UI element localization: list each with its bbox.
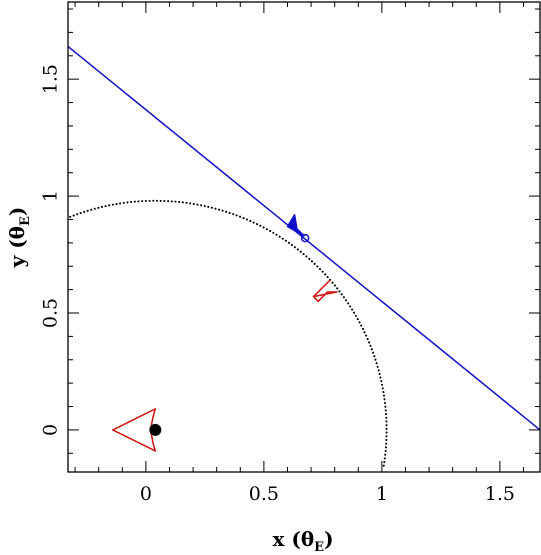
x-tick-label: 1.5 <box>485 483 515 505</box>
caustic-3 <box>286 214 305 237</box>
caustic-1 <box>112 408 157 452</box>
lens-marker <box>149 423 162 436</box>
y-tick-label: 1 <box>40 190 62 202</box>
x-axis-label: x (θE) <box>272 527 333 555</box>
ticks-layer <box>68 2 540 472</box>
plot-frame <box>67 1 541 473</box>
einstein-ring-arc <box>68 199 388 467</box>
x-tick-label: 0 <box>140 483 152 505</box>
caustic-2 <box>312 279 338 303</box>
y-tick-label: 0 <box>40 424 62 436</box>
x-tick-label: 0.5 <box>249 483 279 505</box>
source-marker <box>300 233 310 243</box>
data-layer <box>68 45 540 467</box>
y-axis-label: y (θE) <box>5 207 33 269</box>
y-tick-label: 0.5 <box>40 298 62 328</box>
labels-layer: 0 0.5 1 1.5 0 0.5 1 1.5 <box>40 64 515 505</box>
x-tick-label: 1 <box>376 483 388 505</box>
y-tick-label: 1.5 <box>40 64 62 94</box>
source-trajectory <box>68 45 540 431</box>
